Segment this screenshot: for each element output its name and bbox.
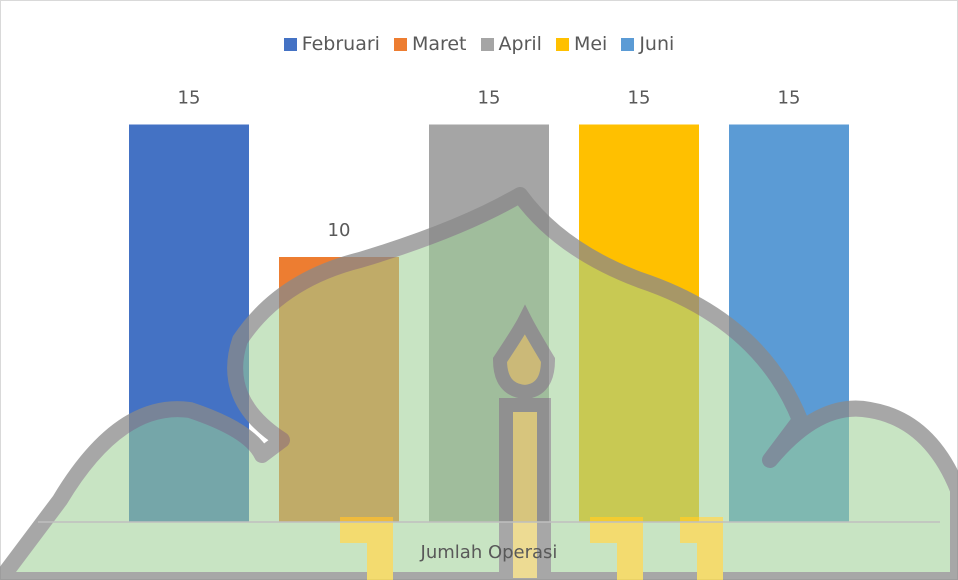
data-label: 10 <box>328 220 351 241</box>
legend-swatch <box>481 38 494 51</box>
legend-label: Februari <box>302 33 380 55</box>
legend-swatch <box>284 38 297 51</box>
data-label: 15 <box>478 88 501 109</box>
legend-swatch <box>556 38 569 51</box>
legend-label: Maret <box>412 33 467 55</box>
data-label: 15 <box>778 88 801 109</box>
legend-swatch <box>394 38 407 51</box>
legend-item: Maret <box>394 33 467 55</box>
legend-label: Juni <box>639 33 674 55</box>
x-tick-label: Jumlah Operasi <box>420 542 558 563</box>
legend-swatch <box>621 38 634 51</box>
legend-label: April <box>499 33 542 55</box>
legend-item: Juni <box>621 33 674 55</box>
legend-item: April <box>481 33 542 55</box>
chart: Jumlah Operasi 15 10 15 15 15 Februari Maret Ap… <box>0 0 958 580</box>
data-label: 15 <box>628 88 651 109</box>
chart-canvas: Jumlah Operasi 15 10 15 15 15 <box>0 0 958 580</box>
legend: Februari Maret April Mei Juni <box>0 33 958 55</box>
legend-item: Mei <box>556 33 607 55</box>
legend-item: Februari <box>284 33 380 55</box>
legend-label: Mei <box>574 33 607 55</box>
data-label: 15 <box>178 88 201 109</box>
